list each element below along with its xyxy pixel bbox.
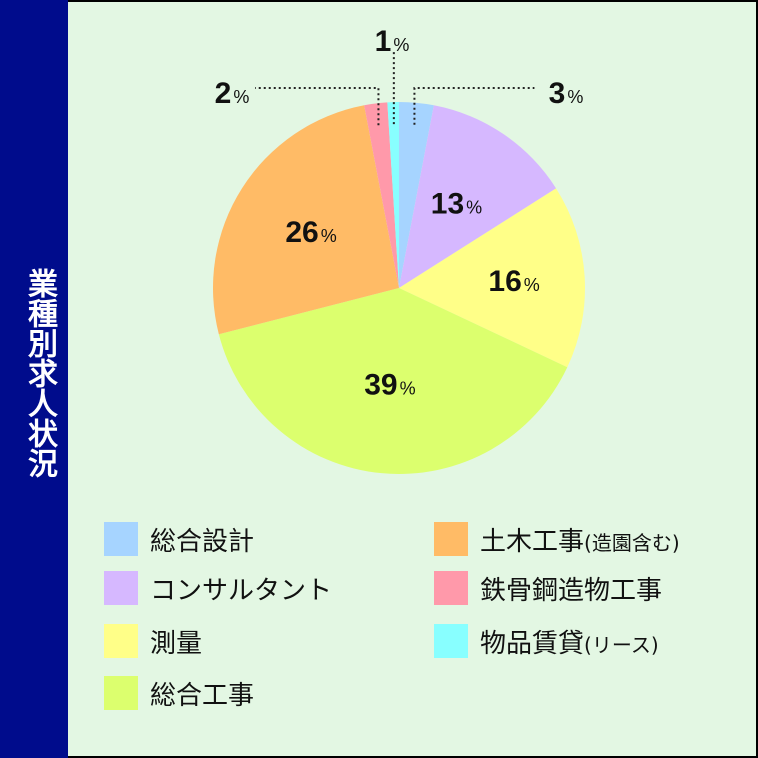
legend-item-sougou-kouji: 総合工事: [104, 675, 254, 711]
legend-label: 総合設計: [150, 526, 255, 557]
legend-item-doboku-kouji: 土木工事(造園含む): [434, 521, 680, 557]
legend-label: 総合工事: [150, 680, 255, 711]
legend-label: コンサルタント: [150, 575, 333, 606]
legend-swatch: [104, 624, 138, 658]
legend-label: 測量: [150, 628, 203, 659]
slice-doboku-kouji: [212, 105, 399, 335]
slice-sougou-sekkei: [399, 102, 434, 288]
legend-swatch: [434, 571, 468, 605]
leader-line-3: [413, 87, 535, 125]
slice-tekkotsu: [364, 102, 399, 288]
legend-label-main: 鉄骨鋼造物工事: [480, 575, 663, 606]
legend-label: 物品賃貸(リース): [480, 623, 659, 660]
data-label-3: 3%: [549, 77, 584, 110]
chart-title: 業種別求人状況: [22, 268, 57, 478]
legend-label-main: 物品賃貸: [480, 628, 585, 659]
legend-swatch: [434, 522, 468, 556]
legend-label: 鉄骨鋼造物工事: [480, 570, 662, 607]
data-label-13: 13%: [431, 187, 482, 220]
legend-swatch: [104, 676, 138, 710]
legend-label-sub: (造園含む): [584, 530, 680, 555]
data-label-1: 1%: [375, 25, 410, 58]
legend-item-sougou-sekkei: 総合設計: [104, 521, 254, 557]
data-label-26: 26%: [285, 216, 336, 249]
legend-swatch: [104, 571, 138, 605]
slice-buppin-chintai: [387, 102, 399, 288]
legend-item-sokuryou: 測量: [104, 623, 202, 659]
legend-label-main: 土木工事: [480, 526, 585, 557]
slice-consultant: [399, 105, 557, 288]
legend-item-tekkotsu: 鉄骨鋼造物工事: [434, 570, 662, 606]
legend-label-sub: (リース): [584, 632, 659, 657]
legend-item-buppin-chintai: 物品賃貸(リース): [434, 623, 659, 659]
data-label-39: 39%: [364, 368, 415, 401]
side-panel: 業種別求人状況: [0, 0, 68, 758]
data-label-16: 16%: [488, 265, 539, 298]
legend-item-consultant: コンサルタント: [104, 570, 332, 606]
slice-sougou-kouji: [218, 288, 568, 474]
legend-label: 土木工事(造園含む): [480, 521, 680, 558]
legend-swatch: [434, 624, 468, 658]
data-label-2: 2%: [215, 77, 250, 110]
legend-swatch: [104, 522, 138, 556]
slice-sokuryou: [399, 188, 585, 368]
